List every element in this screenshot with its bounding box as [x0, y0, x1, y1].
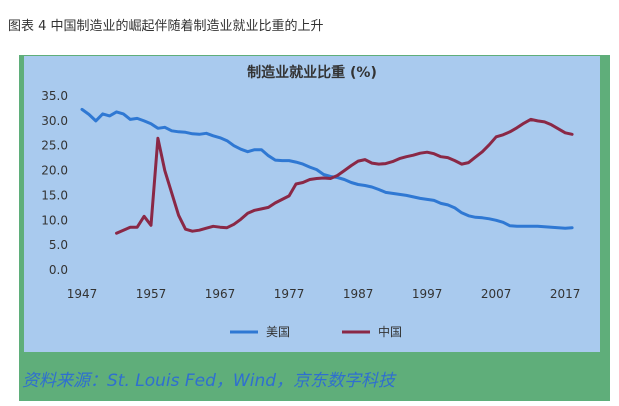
y-tick-label: 20.0: [41, 164, 68, 178]
x-tick-label: 2017: [550, 287, 581, 301]
x-tick-label: 1967: [205, 287, 236, 301]
plot-panel: 制造业就业比重 (%) 0.0 5.0 10.0 15.0 20.0 25.0 30.0 35…: [24, 56, 600, 352]
x-tick-label: 2007: [481, 287, 512, 301]
chart-title: 制造业就业比重 (%): [247, 65, 377, 81]
figure-caption: 图表 4 中国制造业的崛起伴随着制造业就业比重的上升: [8, 19, 324, 34]
series-line-usa: [80, 107, 574, 230]
y-tick-label: 0.0: [49, 263, 68, 277]
series-line-china: [115, 117, 574, 235]
y-tick-label: 30.0: [41, 114, 68, 128]
x-tick-label: 1947: [67, 287, 98, 301]
y-tick-label: 35.0: [41, 89, 68, 103]
legend-label: 美国: [266, 325, 290, 339]
y-tick-label: 10.0: [41, 213, 68, 227]
x-tick-label: 1987: [343, 287, 374, 301]
x-tick-label: 1997: [412, 287, 443, 301]
x-tick-label: 1977: [274, 287, 305, 301]
y-tick-label: 5.0: [49, 238, 68, 252]
y-tick-label: 15.0: [41, 188, 68, 202]
legend-label: 中国: [378, 324, 402, 339]
y-tick-label: 25.0: [41, 139, 68, 153]
line-chart: 0.0 5.0 10.0 15.0 20.0 25.0 30.0 35.0 1947 1957 19…: [41, 89, 581, 339]
x-tick-label: 1957: [136, 287, 167, 301]
source-note: 资料来源：St. Louis Fed，Wind，京东数字科技: [22, 371, 396, 391]
